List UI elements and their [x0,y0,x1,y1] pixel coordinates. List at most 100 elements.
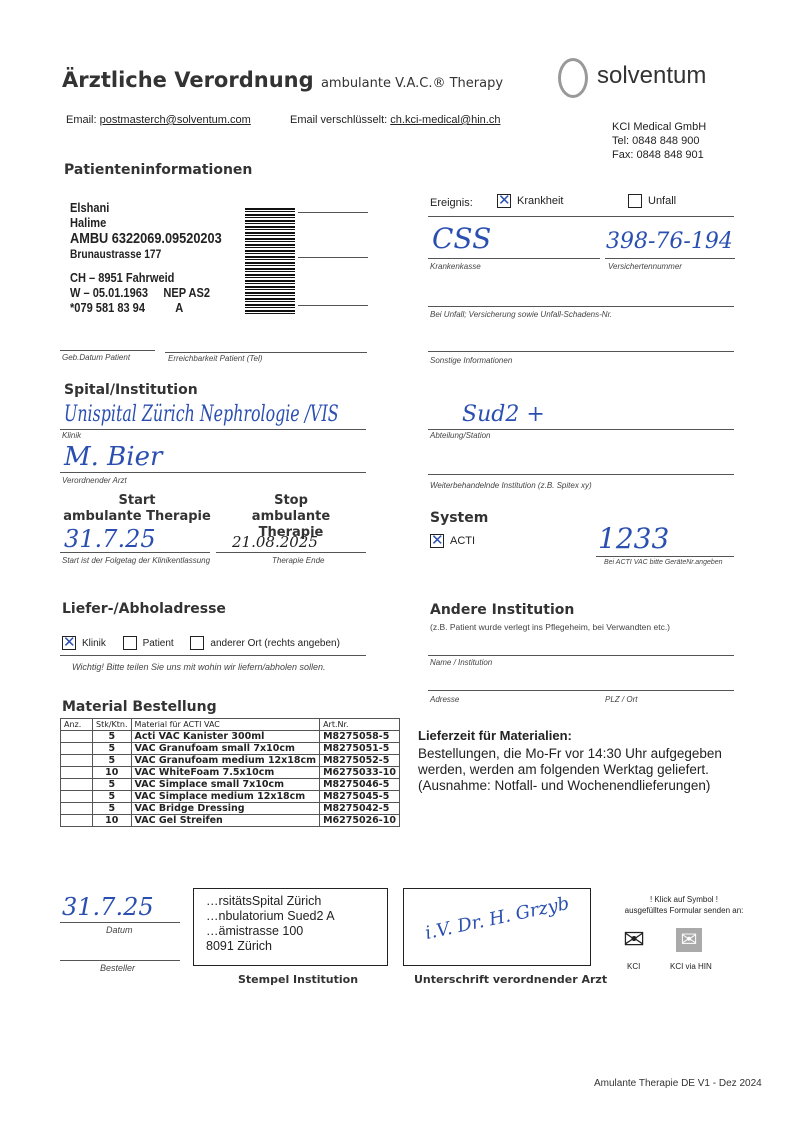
checkbox-acti[interactable]: ACTI [430,531,475,549]
anz-cell[interactable] [60,742,93,755]
unfall-info-label: Bei Unfall; Versicherung sowie Unfall-Sc… [430,310,613,319]
besteller-label: Besteller [100,963,136,973]
stk-cell: 5 [92,754,132,767]
table-row: 10 VAC WhiteFoam 7.5x10cm M6275033-10 [60,766,400,779]
anz-cell[interactable] [60,778,93,791]
system-heading: System [430,510,489,526]
klinik-field[interactable]: Unispital Zürich Nephrologie /VIS [64,402,339,427]
datum-label: Datum [106,925,133,935]
table-row: 5 VAC Simplace small 7x10cm M8275046-5 [60,778,400,791]
stk-cell: 5 [92,790,132,803]
anz-cell[interactable] [60,766,93,779]
other-option-label: anderer Ort (rechts angeben) [210,637,340,649]
abteilung-label: Abteilung/Station [430,431,491,440]
company-fax: Fax: 0848 848 901 [612,149,704,161]
other-inst-note: (z.B. Patient wurde verlegt ins Pflegehe… [430,622,671,632]
krankenkasse-label: Krankenkasse [430,262,481,271]
artnr-cell: M8275046-5 [319,778,400,791]
checkbox-icon[interactable] [122,636,137,650]
lieferzeit-line: Bestellungen, die Mo-Fr vor 14:30 Uhr au… [418,746,722,761]
form-title: Ärztliche Verordnung ambulante V.A.C.® T… [62,68,503,92]
stk-cell: 5 [92,730,132,743]
mail-kci-icon[interactable]: ✉ [623,924,645,954]
checkbox-patient[interactable]: Patient [122,636,174,650]
material-cell: VAC Gel Streifen [130,814,321,827]
material-heading: Material Bestellung [62,699,217,715]
tel-label: Erreichbarkeit Patient (Tel) [168,354,263,363]
table-header: Anz. Stk/Ktn. Material für ACTI VAC Art.Nr. [60,718,400,731]
delivery-options: Klinik Patient anderer Ort (rechts angeb… [62,633,340,651]
email-enc-link[interactable]: ch.kci-medical@hin.ch [390,114,501,126]
anz-cell[interactable] [60,814,93,827]
barcode [245,208,295,316]
subtitle: ambulante V.A.C.® Therapy [320,76,504,91]
datum-field[interactable]: 31.7.25 [62,893,154,921]
checkbox-klinik[interactable]: Klinik [62,633,106,651]
versichertennummer-label: Versichertennummer [608,262,682,271]
patient-firstname: Halime [70,215,107,230]
table-row: 5 VAC Simplace medium 12x18cm M8275045-5 [60,790,400,803]
checkbox-icon[interactable] [497,191,511,209]
artnr-cell: M8275045-5 [319,790,400,803]
checkbox-other[interactable]: anderer Ort (rechts angeben) [190,636,340,650]
checkbox-icon[interactable] [430,531,444,549]
checkbox-icon[interactable] [190,636,205,650]
anz-cell[interactable] [60,754,93,767]
title-text: Ärztliche Verordnung [62,68,314,92]
patient-dob: W – 05.01.1963 [70,285,149,300]
anz-cell[interactable] [60,730,93,743]
klinik-label: Klinik [62,431,82,440]
signature-label: Unterschrift verordnender Arzt [414,973,608,986]
checkbox-icon[interactable] [628,194,642,208]
klinik-option-label: Klinik [82,637,106,649]
patient-lastname: Elshani [70,200,110,215]
sonstige-label: Sonstige Informationen [430,356,513,365]
material-cell: VAC WhiteFoam 7.5x10cm [130,766,321,779]
other-name-label: Name / Institution [430,658,493,667]
checkbox-icon[interactable] [62,633,76,651]
col-stk: Stk/Ktn. [92,718,132,731]
start-subheading: ambulante Therapie [63,509,211,524]
signature-box[interactable]: i.V. Dr. H. Grzyb [403,888,591,966]
device-note: Bei ACTI VAC bitte GeräteNr.angeben [604,559,723,566]
krankenkasse-field[interactable]: CSS [432,222,492,255]
stamp-box[interactable]: …rsitätsSpital Zürich …nbulatorium Sued2 … [193,888,388,966]
stop-date-field[interactable]: 21.08.2025 [232,533,318,551]
patient-street: Brunaustrasse 177 [70,247,162,261]
anz-cell[interactable] [60,790,93,803]
material-cell: Acti VAC Kanister 300ml [130,730,321,743]
col-artnr: Art.Nr. [319,718,400,731]
stamp-line: …nbulatorium Sued2 A [206,909,335,923]
send-note: ! Klick auf Symbol ! [649,895,719,904]
patient-label: Elshani Halime AMBU 6322069.09520203 Bru… [70,200,222,315]
artnr-cell: M8275052-5 [319,754,400,767]
table-row: 5 VAC Bridge Dressing M8275042-5 [60,802,400,815]
material-cell: VAC Bridge Dressing [130,802,321,815]
other-inst-heading: Andere Institution [430,602,575,618]
checkbox-krankheit[interactable]: Krankheit [497,191,563,209]
lieferzeit-line: (Ausnahme: Notfall- und Wochenendlieferu… [418,778,711,793]
brand-logo: solventum [597,62,707,89]
company-name: KCI Medical GmbH [612,121,707,133]
versichertennummer-field[interactable]: 398-76-194 [606,229,733,254]
material-cell: VAC Granufoam small 7x10cm [130,742,321,755]
stamp-label: Stempel Institution [238,973,359,986]
arzt-field[interactable]: M. Bier [64,442,163,472]
delivery-heading: Liefer-/Abholadresse [62,601,226,617]
patient-ward: NEP AS2 [163,285,211,300]
start-date-field[interactable]: 31.7.25 [64,525,156,553]
material-cell: VAC Simplace small 7x10cm [130,778,321,791]
device-number-field[interactable]: 1233 [598,522,670,555]
checkbox-unfall[interactable]: Unfall [628,194,676,208]
table-row: 10 VAC Gel Streifen M6275026-10 [60,814,400,827]
table-row: 5 VAC Granufoam small 7x10cm M8275051-5 [60,742,400,755]
abteilung-field[interactable]: Sud2 + [462,402,545,427]
mail-hin-icon[interactable]: ✉ [676,928,702,952]
artnr-cell: M8275051-5 [319,742,400,755]
patient-option-label: Patient [142,637,174,649]
weiter-label: Weiterbehandelnde Institution (z.B. Spit… [430,481,592,490]
patient-case-id: AMBU 6322069.09520203 [70,230,222,247]
anz-cell[interactable] [60,802,93,815]
table-row: 5 Acti VAC Kanister 300ml M8275058-5 [60,730,400,743]
email-link[interactable]: postmasterch@solventum.com [99,114,251,126]
